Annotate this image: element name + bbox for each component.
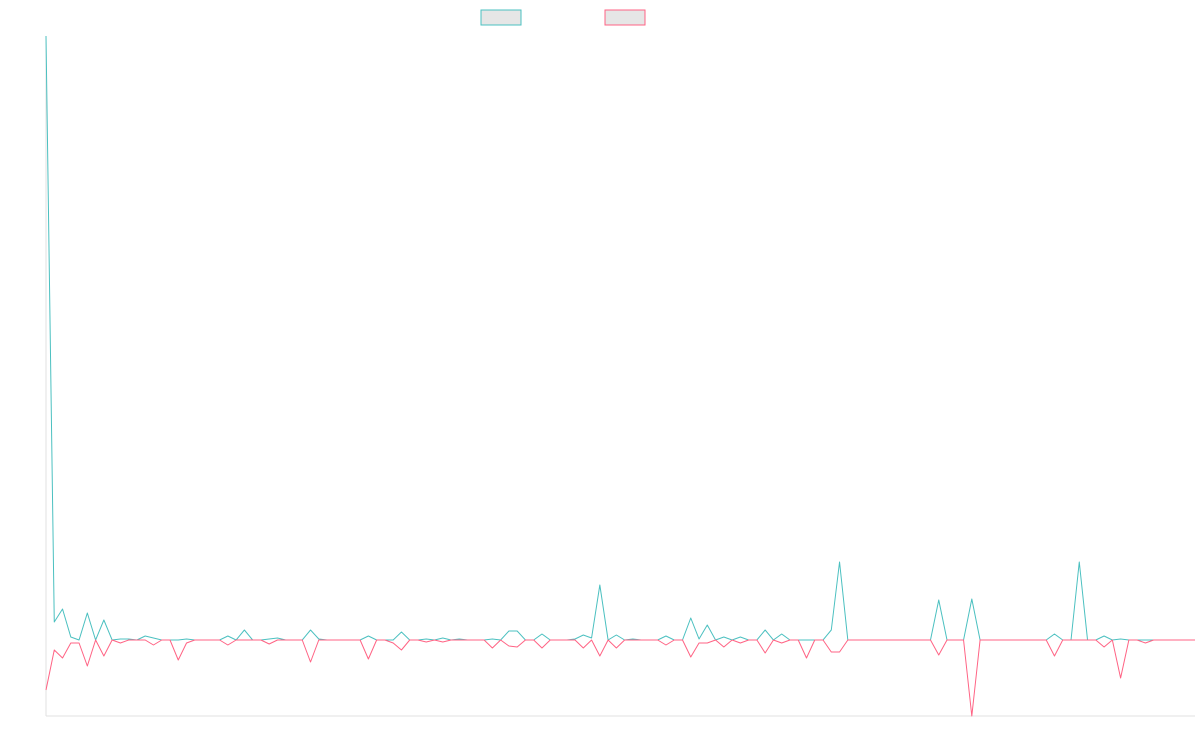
- legend-swatch: [604, 9, 646, 26]
- legend-swatch: [480, 9, 522, 26]
- line-series: [45, 35, 1195, 641]
- line-series: [45, 639, 1195, 717]
